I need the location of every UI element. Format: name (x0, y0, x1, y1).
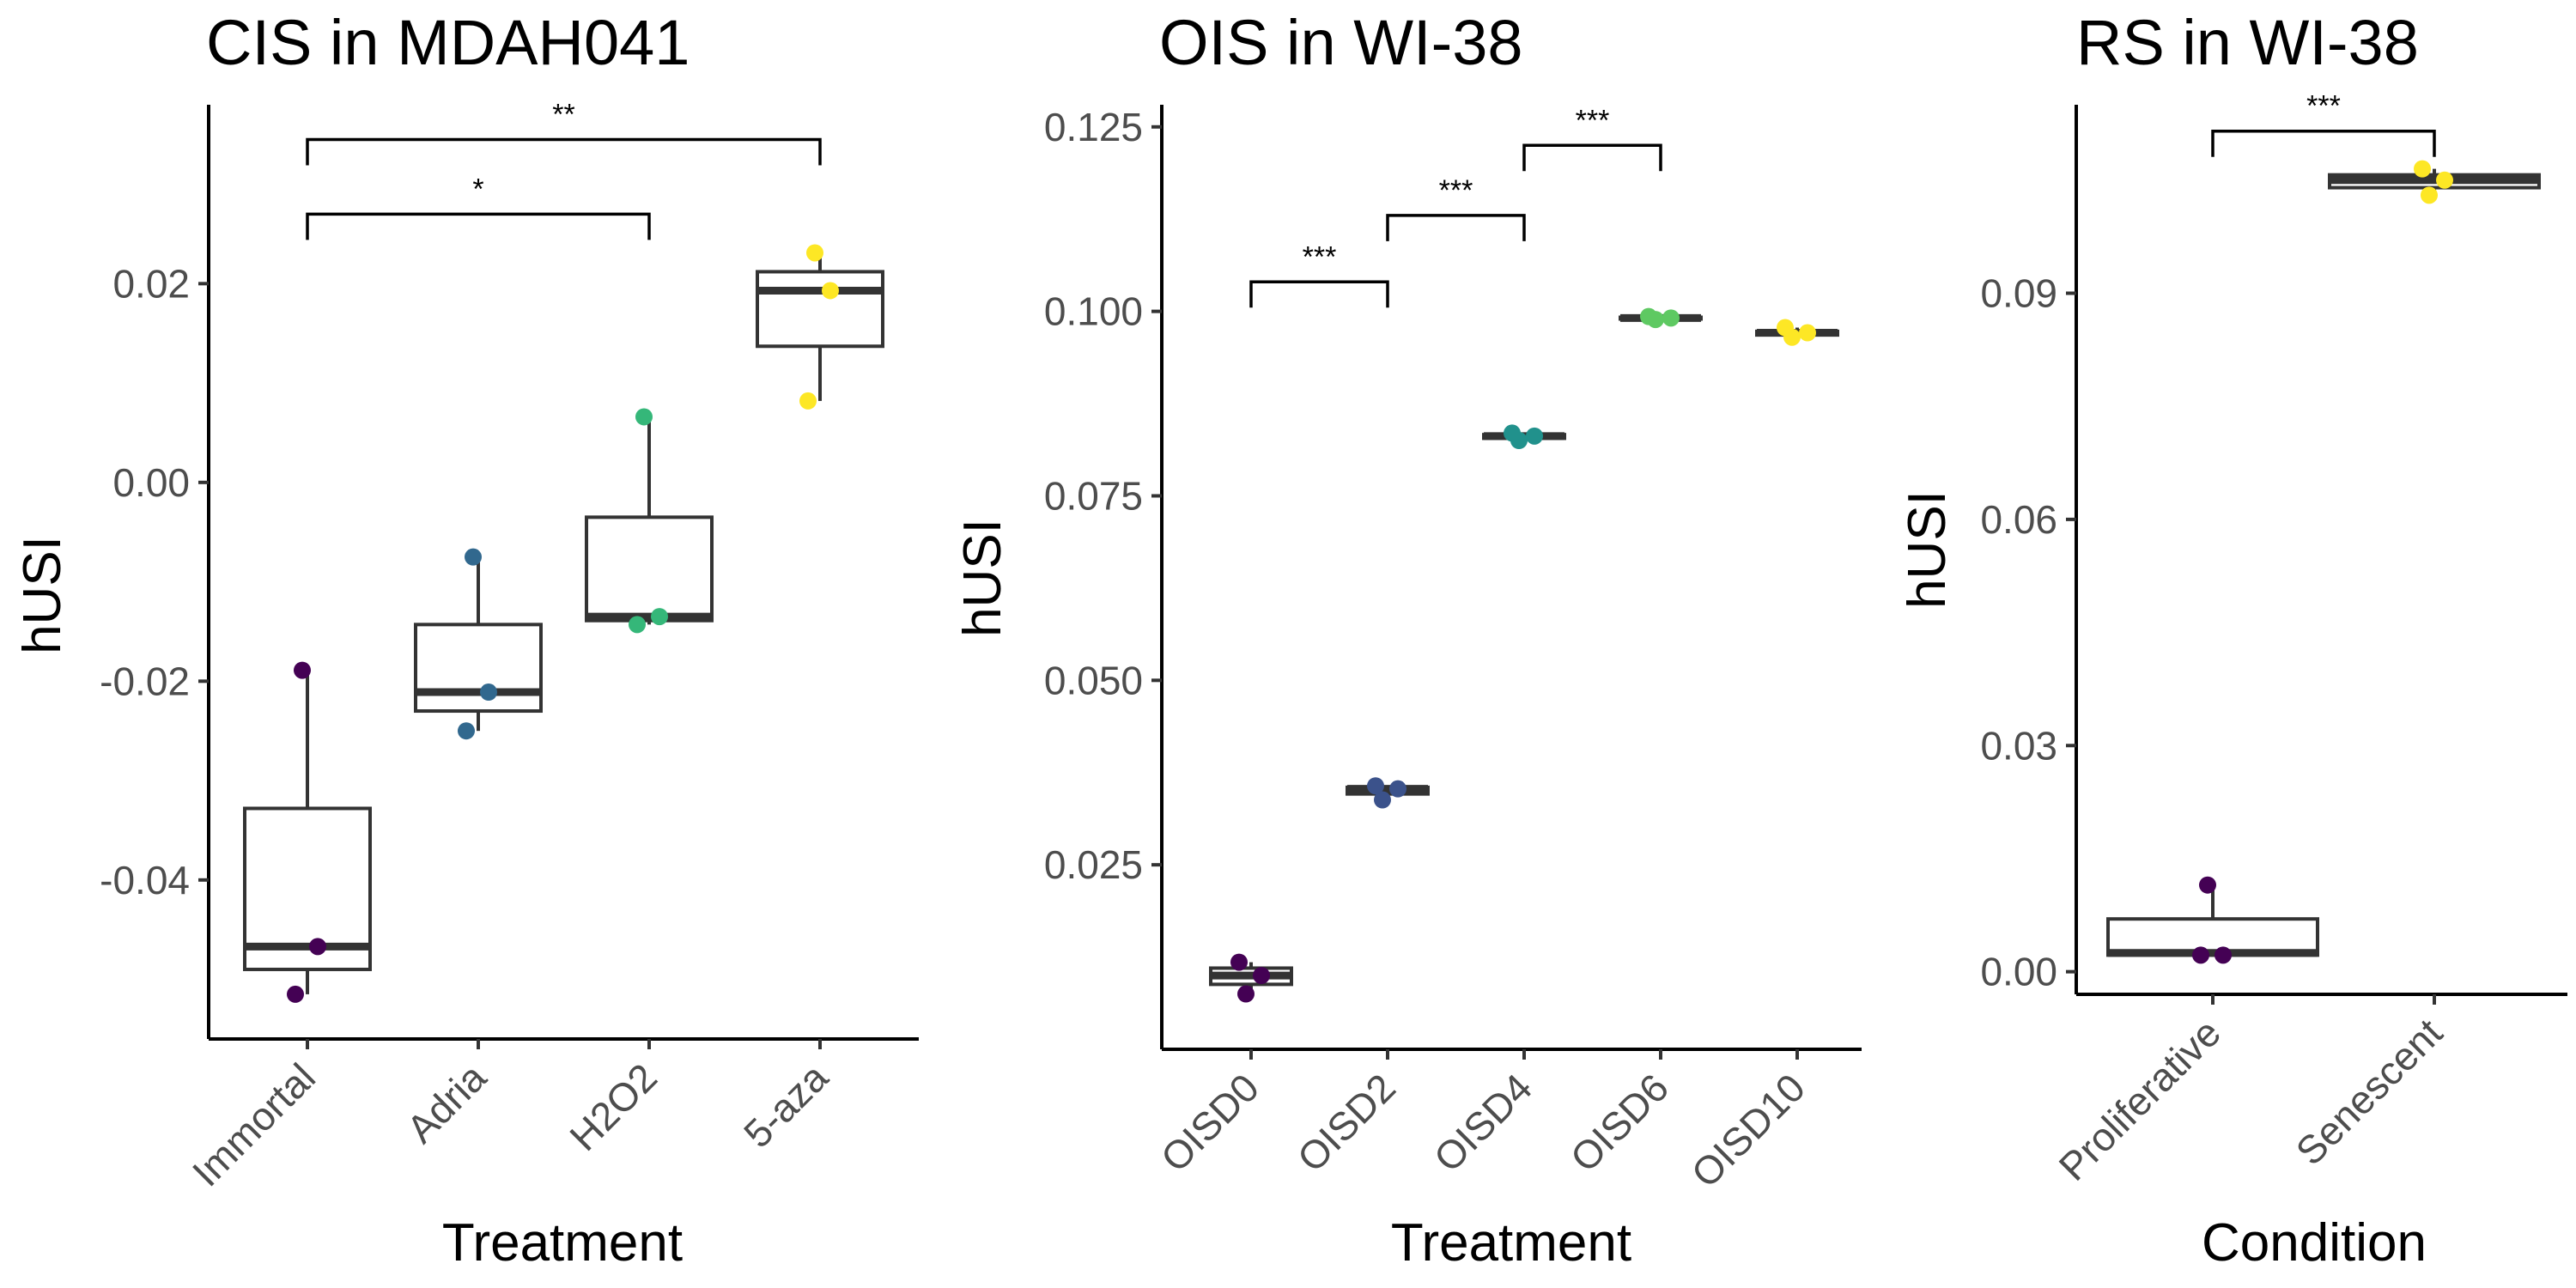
chart-title: OIS in WI-38 (1159, 7, 1523, 78)
data-point (1526, 427, 1543, 445)
data-point (1640, 307, 1657, 325)
significance-label: *** (1576, 104, 1610, 137)
x-tick-label: OISD4 (1425, 1065, 1540, 1180)
data-point (1237, 985, 1255, 1003)
data-point (822, 282, 839, 300)
significance-bracket (306, 137, 822, 166)
significance-bracket (2211, 129, 2436, 157)
data-point (1504, 424, 1521, 442)
y-tick-label: 0.09 (1980, 270, 2057, 315)
y-tick-label: 0.03 (1980, 723, 2057, 768)
x-tick-label: OISD6 (1562, 1065, 1677, 1180)
x-axis-title: Condition (2202, 1213, 2427, 1273)
y-tick-label: 0.125 (1044, 105, 1143, 149)
data-point (2199, 876, 2216, 894)
significance-label: *** (2306, 90, 2341, 123)
data-point (1777, 319, 1794, 337)
box-body (414, 623, 543, 714)
data-point (651, 608, 668, 626)
data-point (1799, 324, 1816, 342)
y-tick-label: 0.06 (1980, 497, 2057, 542)
data-point (2421, 186, 2438, 204)
y-tick-label: 0.00 (112, 460, 190, 505)
y-tick-label: -0.02 (100, 659, 190, 703)
x-tick-label: OISD10 (1683, 1065, 1814, 1195)
box-body (243, 806, 372, 971)
significance-bracket (306, 212, 651, 240)
data-point (309, 938, 326, 956)
x-tick-label: Adria (398, 1054, 495, 1151)
significance-label: *** (1303, 240, 1337, 273)
significance-label: *** (1439, 174, 1473, 207)
box-body (756, 270, 884, 349)
data-point (1230, 953, 1248, 971)
data-point (465, 548, 482, 566)
data-point (458, 722, 475, 740)
x-tick-label: 5-aza (735, 1054, 836, 1156)
data-point (1662, 309, 1680, 327)
data-point (799, 392, 817, 410)
data-point (1389, 780, 1406, 798)
x-tick-label: OISD2 (1289, 1065, 1404, 1180)
y-tick-label: 0.02 (112, 261, 190, 306)
chart-title: CIS in MDAH041 (206, 7, 690, 78)
panel-ois: OIS in WI-38 Treatment hUSI 0.025 0.050 0.… (953, 7, 1862, 1273)
significance-label: * (472, 173, 483, 205)
box-body (585, 515, 714, 623)
panel-cis: CIS in MDAH041 Treatment hUSI -0.04 -0.02… (13, 7, 919, 1273)
data-point (294, 661, 311, 679)
panel-rs: RS in WI-38 Condition hUSI 0.00 0.03 0.06 0… (1898, 7, 2567, 1273)
data-point (1367, 777, 1384, 795)
data-point (2414, 160, 2431, 178)
x-tick-label: H2O2 (561, 1054, 665, 1159)
chart-title: RS in WI-38 (2076, 7, 2419, 78)
data-point (629, 616, 646, 634)
y-axis-title: hUSI (13, 536, 72, 654)
y-tick-label: 0.00 (1980, 950, 2057, 994)
x-tick-label: Immortal (184, 1054, 324, 1194)
significance-bracket (1249, 280, 1389, 308)
y-tick-label: -0.04 (100, 858, 190, 902)
data-point (635, 408, 653, 426)
data-point (480, 683, 497, 702)
x-tick-label: OISD0 (1152, 1065, 1267, 1180)
data-point (806, 244, 823, 262)
x-tick-label: Senescent (2287, 1010, 2451, 1174)
y-tick-label: 0.025 (1044, 842, 1143, 887)
x-tick-label: Proliferative (2050, 1010, 2230, 1189)
y-axis-title: hUSI (953, 519, 1012, 637)
significance-bracket (1386, 214, 1526, 241)
data-point (287, 985, 304, 1003)
significance-label: ** (552, 99, 574, 131)
data-point (1253, 967, 1270, 985)
y-tick-label: 0.075 (1044, 473, 1143, 518)
data-point (1374, 791, 1391, 809)
x-axis-title: Treatment (442, 1213, 683, 1273)
significance-bracket (1522, 143, 1662, 172)
y-tick-label: 0.050 (1044, 658, 1143, 702)
y-axis-title: hUSI (1898, 490, 1957, 609)
x-axis-title: Treatment (1391, 1213, 1631, 1273)
data-point (2192, 946, 2209, 964)
y-tick-label: 0.100 (1044, 289, 1143, 334)
data-point (2436, 171, 2453, 189)
data-point (2215, 946, 2232, 964)
